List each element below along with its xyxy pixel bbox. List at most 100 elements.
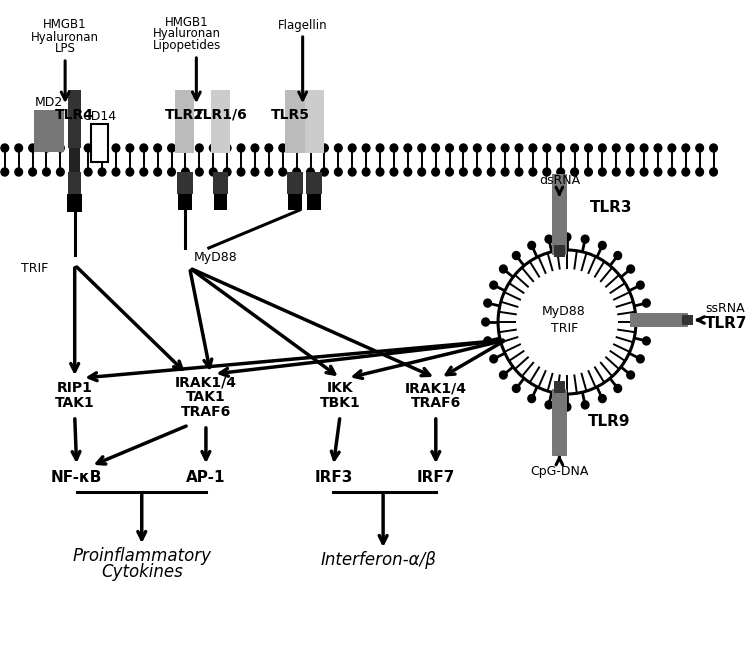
Text: IKK: IKK: [327, 381, 353, 395]
Circle shape: [614, 252, 622, 259]
Circle shape: [168, 168, 176, 176]
Circle shape: [362, 144, 370, 152]
Bar: [69, 148, 80, 172]
Text: NF-κB: NF-κB: [51, 470, 102, 485]
Circle shape: [473, 144, 482, 152]
Circle shape: [682, 144, 689, 152]
Circle shape: [585, 168, 592, 176]
Circle shape: [498, 250, 636, 394]
Circle shape: [528, 395, 536, 402]
Text: MD2: MD2: [34, 96, 63, 109]
Text: IRF7: IRF7: [416, 470, 455, 485]
Circle shape: [349, 168, 356, 176]
Circle shape: [320, 168, 328, 176]
Circle shape: [643, 337, 650, 345]
Circle shape: [168, 144, 176, 152]
Circle shape: [571, 144, 578, 152]
Circle shape: [613, 144, 620, 152]
Circle shape: [307, 144, 314, 152]
Circle shape: [70, 144, 78, 152]
Bar: [34, 110, 64, 152]
Text: TAK1: TAK1: [186, 390, 226, 404]
Bar: [630, 313, 688, 327]
Circle shape: [140, 168, 148, 176]
Circle shape: [307, 168, 314, 176]
Bar: [67, 194, 82, 212]
Text: LPS: LPS: [55, 43, 76, 56]
Circle shape: [320, 144, 328, 152]
Text: ssRNA: ssRNA: [705, 302, 745, 314]
Circle shape: [390, 144, 398, 152]
Circle shape: [460, 144, 467, 152]
Circle shape: [404, 144, 412, 152]
Circle shape: [446, 144, 453, 152]
Bar: [213, 172, 228, 194]
Bar: [308, 194, 321, 210]
Circle shape: [84, 168, 92, 176]
Circle shape: [418, 144, 425, 152]
Text: Flagellin: Flagellin: [278, 19, 328, 32]
Circle shape: [696, 168, 703, 176]
Text: TRIF: TRIF: [21, 261, 48, 274]
Text: Lipopetides: Lipopetides: [153, 39, 221, 52]
Circle shape: [432, 168, 439, 176]
Circle shape: [626, 144, 634, 152]
Circle shape: [265, 144, 273, 152]
Circle shape: [556, 168, 565, 176]
Circle shape: [528, 241, 536, 249]
Circle shape: [209, 144, 217, 152]
Circle shape: [126, 144, 134, 152]
Circle shape: [279, 168, 286, 176]
Text: Hyaluronan: Hyaluronan: [153, 28, 220, 41]
Circle shape: [292, 144, 301, 152]
Text: IRAK1/4: IRAK1/4: [405, 381, 466, 395]
Text: TRAF6: TRAF6: [181, 405, 231, 419]
Circle shape: [56, 144, 64, 152]
Circle shape: [598, 144, 606, 152]
Circle shape: [237, 144, 245, 152]
Text: TLR2: TLR2: [165, 108, 204, 122]
Text: HMGB1: HMGB1: [165, 16, 209, 28]
Circle shape: [182, 168, 189, 176]
Bar: [552, 389, 567, 456]
Circle shape: [15, 168, 22, 176]
Bar: [214, 194, 227, 210]
Circle shape: [126, 168, 134, 176]
Circle shape: [500, 252, 634, 392]
Circle shape: [627, 371, 634, 379]
Circle shape: [654, 144, 662, 152]
Circle shape: [545, 235, 553, 243]
Circle shape: [488, 144, 495, 152]
Circle shape: [43, 144, 50, 152]
Circle shape: [500, 371, 507, 379]
Bar: [177, 172, 193, 194]
Circle shape: [484, 337, 491, 345]
Circle shape: [563, 403, 571, 411]
Circle shape: [98, 168, 106, 176]
Bar: [682, 315, 694, 325]
Bar: [307, 172, 322, 194]
Circle shape: [292, 168, 301, 176]
Circle shape: [334, 168, 342, 176]
Circle shape: [376, 144, 384, 152]
Circle shape: [500, 265, 507, 273]
Circle shape: [627, 265, 634, 273]
Text: IRAK1/4: IRAK1/4: [175, 375, 237, 389]
Text: MyD88: MyD88: [542, 305, 585, 318]
Circle shape: [563, 233, 571, 241]
Circle shape: [598, 241, 606, 249]
Bar: [178, 194, 191, 210]
Circle shape: [682, 168, 689, 176]
Bar: [554, 381, 565, 393]
Text: TRIF: TRIF: [551, 322, 579, 336]
Bar: [91, 124, 108, 162]
Circle shape: [668, 144, 676, 152]
Text: TLR7: TLR7: [705, 316, 748, 331]
Circle shape: [251, 144, 259, 152]
Circle shape: [84, 144, 92, 152]
Circle shape: [581, 235, 589, 243]
Circle shape: [43, 168, 50, 176]
Circle shape: [640, 144, 648, 152]
Circle shape: [529, 144, 537, 152]
Circle shape: [484, 299, 491, 307]
